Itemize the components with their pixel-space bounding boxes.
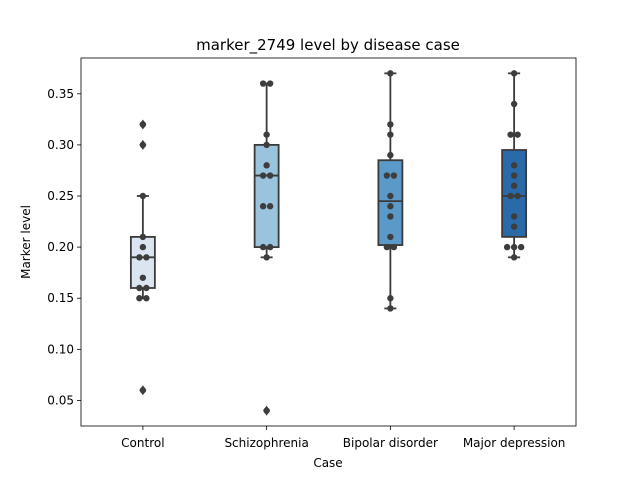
data-point [510,223,518,230]
y-tick-label: 0.10 [47,342,74,356]
data-point [139,233,147,241]
y-tick-label: 0.25 [47,189,74,203]
y-tick-label: 0.20 [47,240,74,254]
data-point [136,254,143,261]
data-point [387,151,394,159]
box-bipolar-disorder [377,159,404,246]
x-tick-label: Control [121,436,164,450]
y-axis-label: Marker level [19,205,33,279]
data-point [390,243,398,251]
data-point [510,70,518,77]
data-point [136,284,143,292]
data-point [139,141,147,149]
data-point [387,233,394,241]
x-tick-label: Bipolar disorder [343,436,438,450]
data-point [139,121,147,128]
y-tick-label: 0.15 [47,291,74,305]
data-point [143,295,150,302]
chart-title: marker_2749 level by disease case [196,36,460,55]
data-point [136,295,143,302]
data-point [266,172,274,179]
plot-frame [80,57,577,427]
data-point [139,243,147,251]
x-tick-label: Schizophrenia [224,436,308,450]
data-point [263,162,270,169]
data-point [139,274,147,281]
data-point [510,100,518,108]
box-schizophrenia [253,143,280,249]
plot-area: 0.05 0.10 0.15 0.20 0.25 0.30 0.35 Control Schiz… [47,57,577,450]
data-point [390,172,398,179]
data-point [259,243,267,251]
data-point [510,213,518,220]
data-point [387,121,394,128]
data-point [510,162,518,169]
data-point [259,172,267,179]
data-point [263,141,270,149]
data-point [387,203,394,210]
data-point [510,182,518,189]
data-point [139,192,147,200]
box-major-depression [501,149,528,238]
data-point [263,407,270,414]
data-point [259,203,267,210]
data-point [387,70,394,77]
data-point [514,131,521,138]
data-point [510,172,518,179]
data-point [507,131,514,138]
data-point [514,192,521,200]
data-point [517,243,525,251]
data-point [266,243,274,251]
data-point [387,295,394,302]
data-point [263,131,270,138]
data-point [143,284,150,292]
x-axis-label: Case [313,456,342,470]
y-tick-label: 0.35 [47,87,74,101]
y-tick-label: 0.05 [47,393,74,407]
data-point [259,80,267,87]
data-point [507,192,514,200]
data-point [387,213,394,220]
data-point [387,131,394,138]
data-point [387,305,394,312]
data-point [503,243,511,251]
data-point [266,203,274,210]
y-tick-label: 0.30 [47,138,74,152]
data-point [387,192,394,200]
data-point [510,254,518,261]
x-tick-label: Major depression [463,436,566,450]
data-point [383,243,391,251]
data-point [263,254,270,261]
data-point [266,80,274,87]
data-point [510,243,518,251]
data-point [143,254,150,261]
data-point [383,172,391,179]
data-point [139,387,147,394]
